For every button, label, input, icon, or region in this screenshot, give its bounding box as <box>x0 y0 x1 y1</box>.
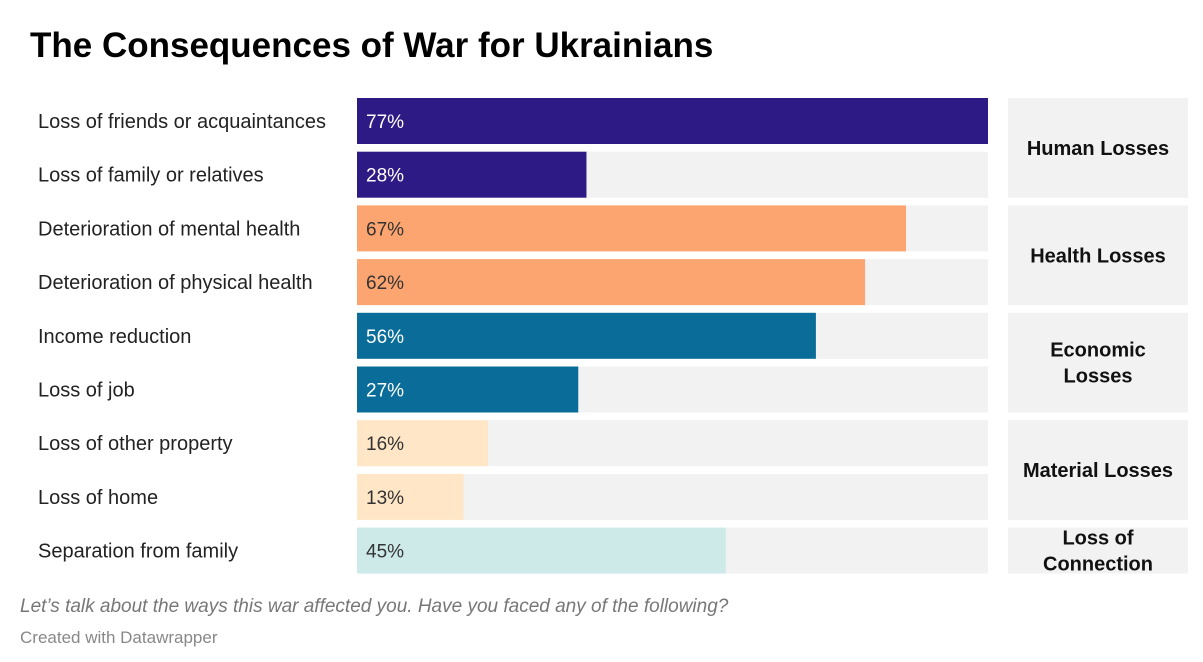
category-label: Loss of job <box>38 380 135 402</box>
bar <box>357 98 988 144</box>
category-label: Loss of family or relatives <box>38 165 264 187</box>
category-label: Loss of other property <box>38 433 233 455</box>
data-label: 77% <box>366 112 404 133</box>
group-box <box>1008 527 1188 574</box>
bar <box>357 420 489 467</box>
group-label: Loss of <box>1062 528 1133 550</box>
data-label: 16% <box>366 434 404 455</box>
category-label: Loss of home <box>38 487 158 509</box>
group-box <box>1008 420 1188 520</box>
bar <box>357 151 587 198</box>
category-label: Separation from family <box>38 541 238 563</box>
group-label: Material Losses <box>1023 460 1173 482</box>
bar <box>357 527 726 574</box>
bar <box>357 312 816 359</box>
group-box <box>1008 98 1188 198</box>
group-label: Economic <box>1050 340 1146 362</box>
data-label: 28% <box>366 166 404 187</box>
category-label: Loss of friends or acquaintances <box>38 111 326 133</box>
data-label: 13% <box>366 488 404 509</box>
data-label: 27% <box>366 381 404 402</box>
group-label: Human Losses <box>1027 138 1169 160</box>
bar <box>357 473 464 520</box>
category-label: Deterioration of physical health <box>38 272 313 294</box>
group-box <box>1008 205 1188 306</box>
data-label: 62% <box>366 273 404 294</box>
bar <box>357 366 579 413</box>
group-label: Health Losses <box>1030 245 1166 267</box>
data-label: 45% <box>366 542 404 563</box>
group-label: Losses <box>1064 366 1133 388</box>
chart-credit: Created with Datawrapper <box>20 628 218 647</box>
chart-description: Let’s talk about the ways this war affec… <box>20 596 729 617</box>
group-label: Connection <box>1043 554 1153 576</box>
category-label: Income reduction <box>38 326 191 348</box>
group-box <box>1008 312 1188 413</box>
data-label: 67% <box>366 219 404 240</box>
chart-title: The Consequences of War for Ukrainians <box>30 26 714 65</box>
bar <box>357 259 866 306</box>
data-label: 56% <box>366 327 404 348</box>
category-label: Deterioration of mental health <box>38 218 300 240</box>
bar <box>357 205 907 252</box>
